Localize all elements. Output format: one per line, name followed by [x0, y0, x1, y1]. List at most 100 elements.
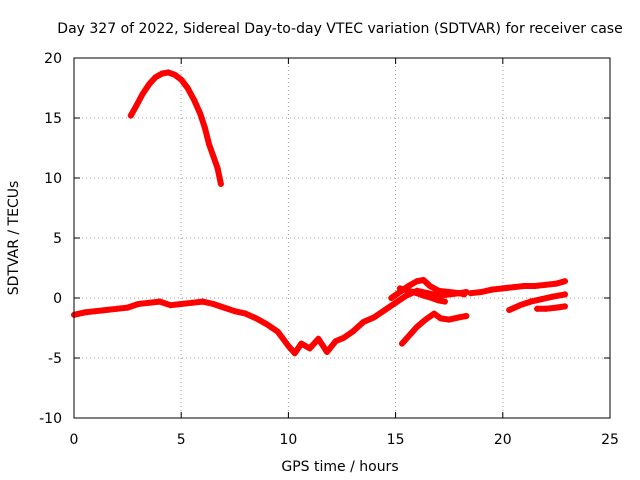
data-point: [446, 316, 453, 323]
axis-ticks: 0 5 10 15 20 25 -10 -5 0 5 10 15 20: [39, 51, 619, 448]
x-tick-label: 20: [494, 432, 512, 448]
data-point: [435, 297, 442, 304]
data-point: [381, 307, 388, 313]
data-point: [461, 291, 468, 298]
data-point: [429, 295, 436, 301]
data-point: [403, 292, 410, 299]
data-point: [113, 305, 120, 312]
data-point: [506, 307, 513, 313]
series-arc-8: [534, 303, 568, 312]
data-point: [188, 299, 195, 306]
data-point: [441, 298, 448, 305]
data-point: [315, 335, 322, 342]
data-point: [217, 181, 224, 187]
data-point: [420, 292, 427, 299]
x-tick-label: 15: [387, 432, 405, 448]
data-point: [210, 153, 217, 160]
series-arc-5: [399, 310, 470, 347]
data-point: [414, 278, 421, 285]
data-point: [527, 298, 534, 305]
data-point: [146, 81, 153, 88]
data-point: [184, 85, 191, 91]
data-point: [396, 285, 403, 292]
x-tick-label: 5: [177, 432, 186, 448]
data-point: [158, 70, 165, 77]
data-point: [561, 303, 568, 310]
data-point: [542, 305, 549, 312]
data-point: [214, 165, 221, 172]
data-point: [414, 323, 421, 330]
data-point: [274, 328, 281, 335]
data-point: [542, 281, 549, 288]
series-line: [467, 278, 568, 297]
x-tick-label: 25: [601, 432, 619, 448]
data-point: [81, 309, 88, 316]
y-tick-label: 5: [53, 231, 62, 247]
data-point: [127, 112, 134, 119]
data-point: [285, 343, 292, 349]
data-point: [360, 319, 367, 325]
data-point: [133, 103, 140, 109]
data-point: [467, 290, 474, 297]
series-layer: [71, 69, 568, 357]
data-point: [139, 91, 146, 97]
chart-title: Day 327 of 2022, Sidereal Day-to-day VTE…: [57, 21, 622, 37]
data-point: [463, 313, 470, 319]
data-point: [291, 350, 298, 357]
data-point: [197, 111, 204, 118]
data-point: [201, 124, 208, 131]
data-point: [178, 76, 185, 83]
data-point: [242, 310, 249, 317]
series-arc-7: [506, 291, 568, 313]
data-point: [341, 334, 348, 341]
data-point: [478, 289, 485, 295]
data-point: [414, 290, 421, 297]
data-point: [206, 141, 213, 148]
series-line: [534, 303, 568, 312]
data-point: [521, 283, 528, 289]
y-tick-label: -5: [48, 351, 62, 367]
series-line: [399, 310, 470, 347]
data-point: [306, 345, 313, 352]
data-point: [165, 69, 172, 76]
series-arc-6: [467, 278, 568, 297]
data-point: [435, 287, 442, 294]
data-point: [167, 302, 174, 309]
x-tick-label: 0: [70, 432, 79, 448]
x-tick-label: 10: [279, 432, 297, 448]
y-axis-label: SDTVAR / TECUs: [6, 181, 22, 296]
data-point: [253, 315, 260, 322]
data-point: [221, 304, 228, 311]
data-point: [437, 315, 444, 322]
data-point: [146, 299, 153, 306]
data-point: [516, 302, 523, 309]
data-point: [489, 286, 496, 293]
data-point: [456, 290, 463, 297]
data-point: [323, 349, 330, 355]
data-point: [178, 301, 185, 307]
series-line: [71, 287, 470, 357]
grid: [74, 58, 610, 418]
data-point: [92, 308, 99, 315]
data-point: [499, 285, 506, 292]
data-point: [426, 283, 433, 289]
data-point: [531, 283, 538, 289]
data-point: [156, 298, 163, 305]
data-point: [422, 316, 429, 323]
data-point: [124, 304, 131, 311]
data-point: [561, 291, 568, 298]
data-point: [388, 295, 395, 301]
data-point: [231, 308, 238, 315]
data-point: [298, 340, 305, 347]
series-arc-1: [127, 69, 224, 187]
data-point: [349, 328, 356, 335]
data-point: [135, 301, 142, 307]
x-axis-label: GPS time / hours: [281, 459, 398, 475]
data-point: [171, 71, 178, 78]
y-tick-label: -10: [39, 411, 62, 427]
series-arc-4: [396, 285, 448, 305]
data-point: [420, 277, 427, 283]
data-point: [199, 298, 206, 305]
data-point: [431, 310, 438, 317]
